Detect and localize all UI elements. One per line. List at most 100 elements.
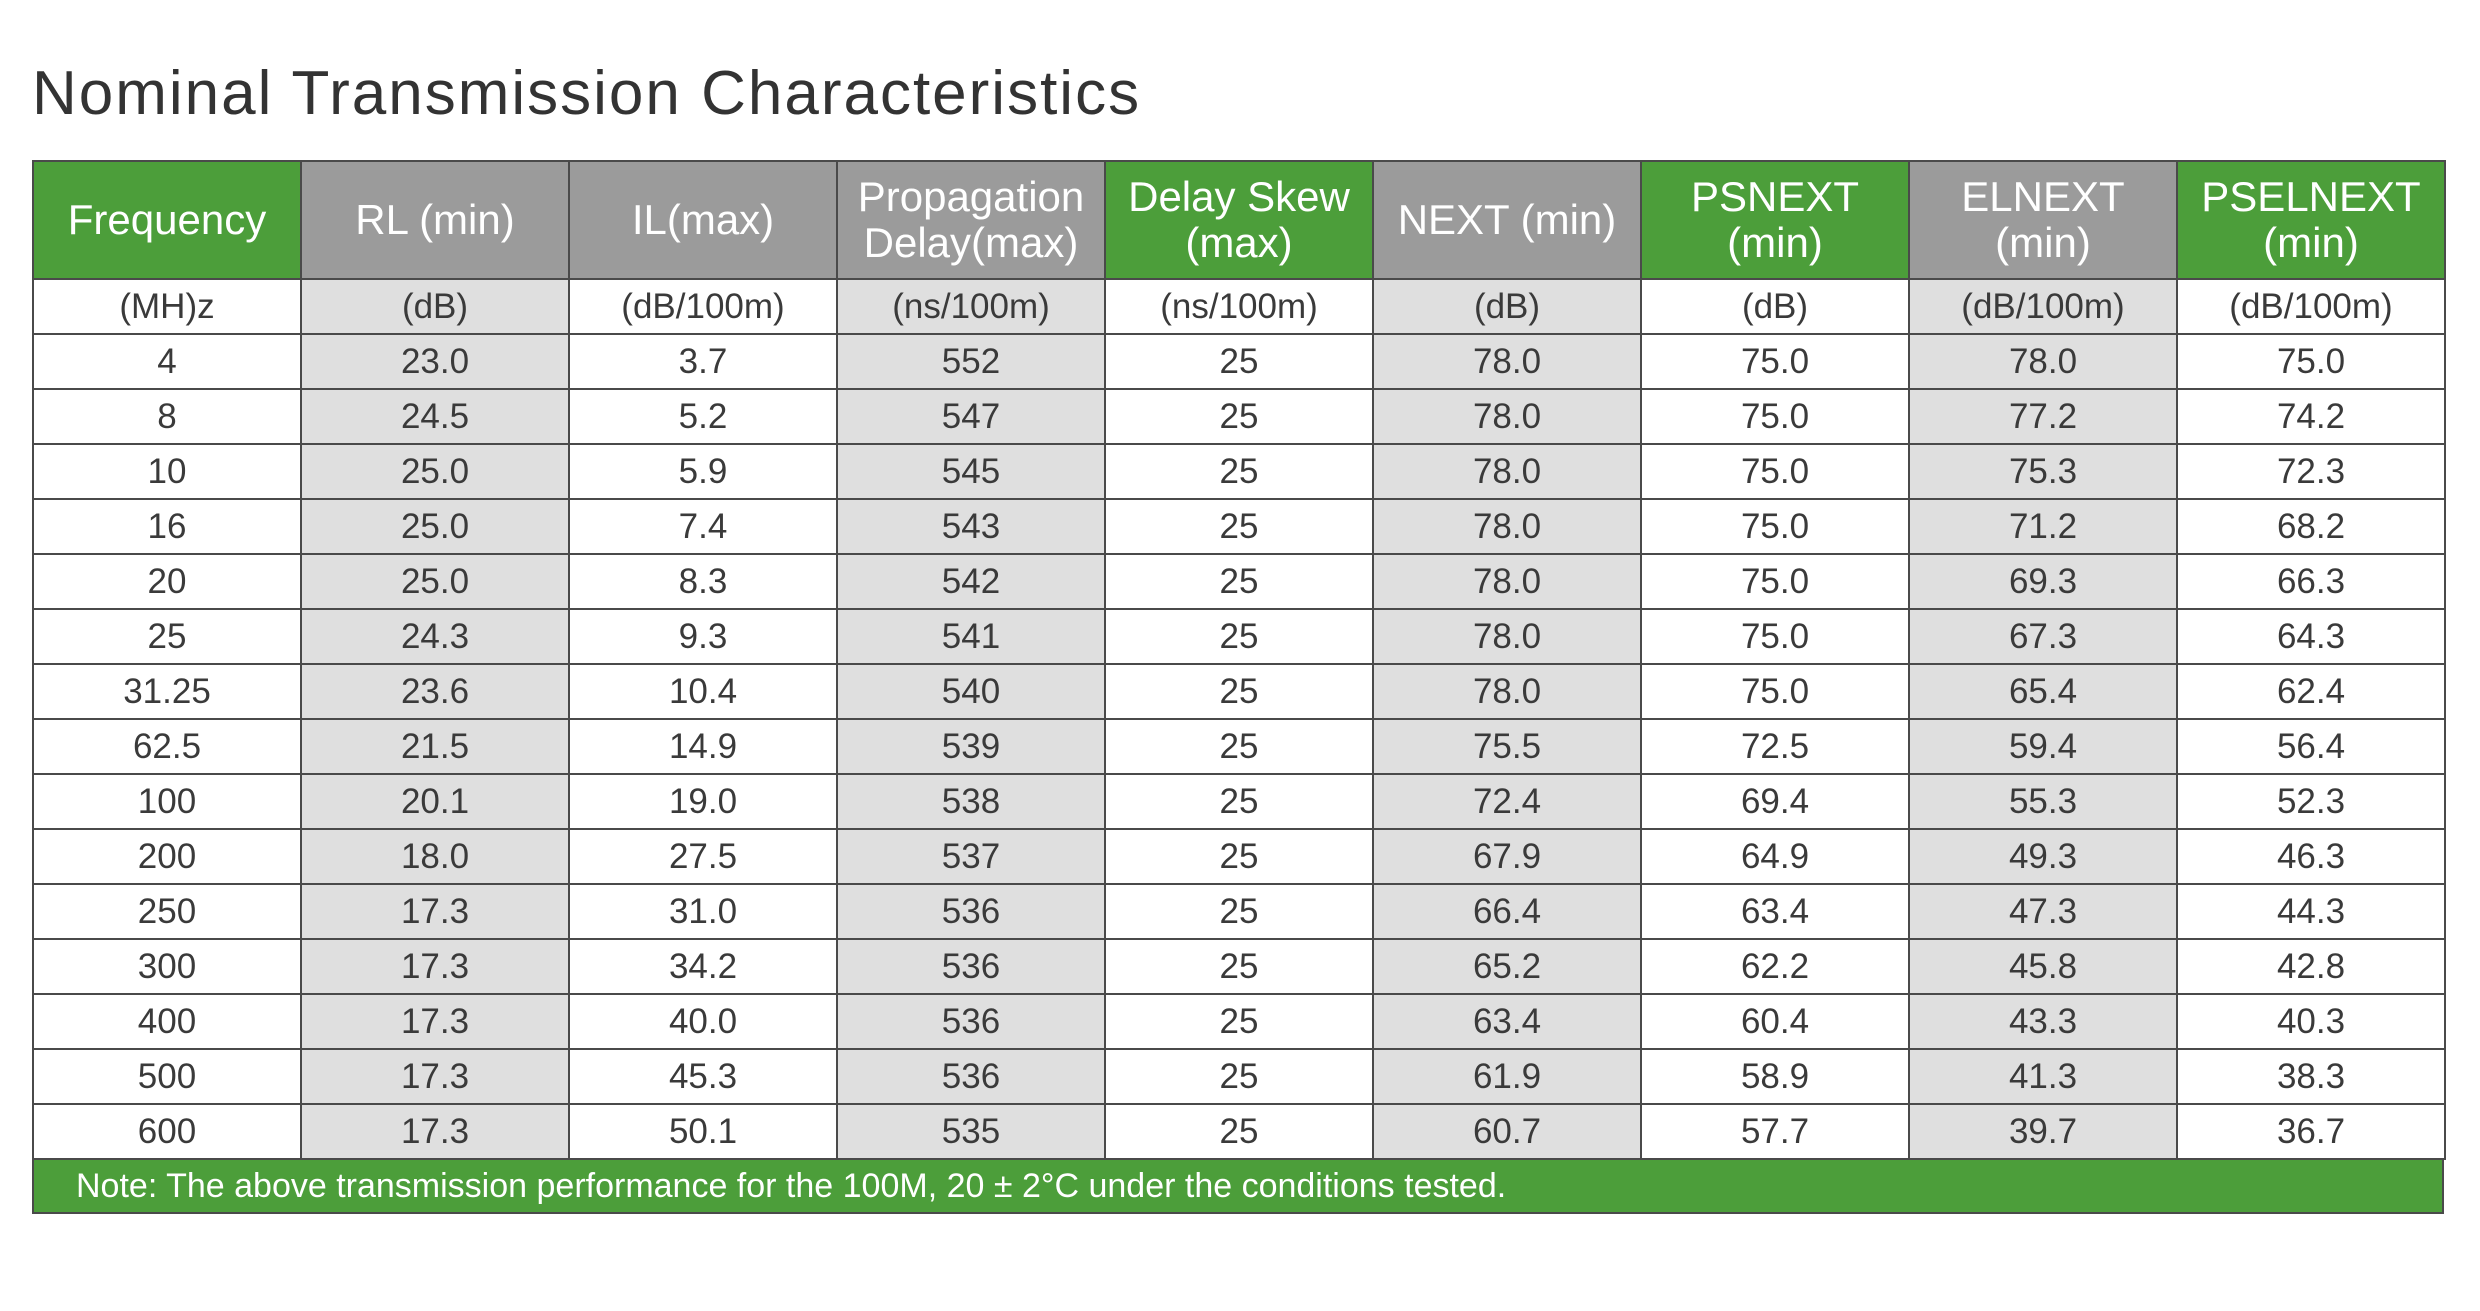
table-cell: 25	[1104, 883, 1374, 940]
table-cell: 25	[1104, 443, 1374, 500]
table-cell: 60.4	[1640, 993, 1910, 1050]
units-row: (MH)z (dB) (dB/100m) (ns/100m) (ns/100m) (dB)…	[32, 278, 2446, 335]
table-row: 250 17.3 31.0 536 25 66.4 63.4 47.3 44.3	[32, 883, 2446, 940]
table-cell: 21.5	[300, 718, 570, 775]
table-cell: 8	[32, 388, 302, 445]
table-body: (MH)z (dB) (dB/100m) (ns/100m) (ns/100m) (dB)…	[32, 278, 2446, 1160]
table-cell: 25.0	[300, 498, 570, 555]
table-cell: 67.9	[1372, 828, 1642, 885]
header-row: Frequency RL (min) IL(max) Propagation Dela…	[32, 160, 2446, 280]
table-cell: 75.0	[1640, 333, 1910, 390]
table-row: 600 17.3 50.1 535 25 60.7 57.7 39.7 36.7	[32, 1103, 2446, 1160]
table-cell: 25	[1104, 718, 1374, 775]
unit-cell: (ns/100m)	[836, 278, 1106, 335]
table-cell: 34.2	[568, 938, 838, 995]
unit-cell: (dB/100m)	[2176, 278, 2446, 335]
table-cell: 5.9	[568, 443, 838, 500]
table-cell: 5.2	[568, 388, 838, 445]
table-cell: 24.3	[300, 608, 570, 665]
table-cell: 64.9	[1640, 828, 1910, 885]
table-cell: 43.3	[1908, 993, 2178, 1050]
table-cell: 25.0	[300, 553, 570, 610]
table-cell: 536	[836, 938, 1106, 995]
table-cell: 545	[836, 443, 1106, 500]
column-header: PSNEXT (min)	[1640, 160, 1910, 280]
table-cell: 25	[1104, 1103, 1374, 1160]
table-row: 10 25.0 5.9 545 25 78.0 75.0 75.3 72.3	[32, 443, 2446, 500]
table-cell: 75.0	[1640, 608, 1910, 665]
table-cell: 78.0	[1372, 498, 1642, 555]
table-cell: 75.0	[1640, 443, 1910, 500]
table-cell: 49.3	[1908, 828, 2178, 885]
table-cell: 45.3	[568, 1048, 838, 1105]
table-cell: 42.8	[2176, 938, 2446, 995]
unit-cell: (dB)	[300, 278, 570, 335]
table-cell: 27.5	[568, 828, 838, 885]
table-cell: 75.0	[2176, 333, 2446, 390]
table-cell: 24.5	[300, 388, 570, 445]
table-row: 25 24.3 9.3 541 25 78.0 75.0 67.3 64.3	[32, 608, 2446, 665]
table-cell: 400	[32, 993, 302, 1050]
table-cell: 3.7	[568, 333, 838, 390]
column-header: Delay Skew (max)	[1104, 160, 1374, 280]
table-cell: 68.2	[2176, 498, 2446, 555]
table-cell: 300	[32, 938, 302, 995]
table-row: 16 25.0 7.4 543 25 78.0 75.0 71.2 68.2	[32, 498, 2446, 555]
table-cell: 78.0	[1372, 333, 1642, 390]
table-cell: 25	[1104, 553, 1374, 610]
table-row: 31.25 23.6 10.4 540 25 78.0 75.0 65.4 62.4	[32, 663, 2446, 720]
table-cell: 52.3	[2176, 773, 2446, 830]
table-cell: 536	[836, 1048, 1106, 1105]
table-cell: 539	[836, 718, 1106, 775]
table-cell: 18.0	[300, 828, 570, 885]
table-cell: 50.1	[568, 1103, 838, 1160]
table-cell: 540	[836, 663, 1106, 720]
table-cell: 536	[836, 993, 1106, 1050]
table-cell: 69.4	[1640, 773, 1910, 830]
column-header: Propagation Delay(max)	[836, 160, 1106, 280]
table-cell: 57.7	[1640, 1103, 1910, 1160]
table-cell: 66.3	[2176, 553, 2446, 610]
table-cell: 25	[1104, 663, 1374, 720]
unit-cell: (ns/100m)	[1104, 278, 1374, 335]
table-cell: 62.2	[1640, 938, 1910, 995]
table-row: 62.5 21.5 14.9 539 25 75.5 72.5 59.4 56.4	[32, 718, 2446, 775]
footnote: Note: The above transmission performance…	[32, 1160, 2444, 1214]
table-cell: 75.0	[1640, 388, 1910, 445]
table-cell: 25	[1104, 993, 1374, 1050]
table-cell: 39.7	[1908, 1103, 2178, 1160]
table-cell: 78.0	[1372, 443, 1642, 500]
table-cell: 19.0	[568, 773, 838, 830]
table-cell: 74.2	[2176, 388, 2446, 445]
table-cell: 250	[32, 883, 302, 940]
table-cell: 20	[32, 553, 302, 610]
column-header: ELNEXT (min)	[1908, 160, 2178, 280]
table-cell: 25.0	[300, 443, 570, 500]
table-cell: 537	[836, 828, 1106, 885]
table-cell: 25	[1104, 333, 1374, 390]
table-cell: 65.2	[1372, 938, 1642, 995]
table-cell: 538	[836, 773, 1106, 830]
table-cell: 600	[32, 1103, 302, 1160]
table-cell: 75.5	[1372, 718, 1642, 775]
column-header: Frequency	[32, 160, 302, 280]
table-cell: 71.2	[1908, 498, 2178, 555]
table-cell: 9.3	[568, 608, 838, 665]
table-cell: 17.3	[300, 1048, 570, 1105]
table-row: 400 17.3 40.0 536 25 63.4 60.4 43.3 40.3	[32, 993, 2446, 1050]
table-cell: 75.0	[1640, 498, 1910, 555]
column-header: PSELNEXT (min)	[2176, 160, 2446, 280]
table-row: 8 24.5 5.2 547 25 78.0 75.0 77.2 74.2	[32, 388, 2446, 445]
unit-cell: (MH)z	[32, 278, 302, 335]
table-cell: 541	[836, 608, 1106, 665]
table-cell: 44.3	[2176, 883, 2446, 940]
table-cell: 69.3	[1908, 553, 2178, 610]
table-cell: 31.25	[32, 663, 302, 720]
table-cell: 61.9	[1372, 1048, 1642, 1105]
table-cell: 8.3	[568, 553, 838, 610]
table-cell: 16	[32, 498, 302, 555]
table-cell: 63.4	[1640, 883, 1910, 940]
column-header: NEXT (min)	[1372, 160, 1642, 280]
table-cell: 47.3	[1908, 883, 2178, 940]
table-cell: 547	[836, 388, 1106, 445]
